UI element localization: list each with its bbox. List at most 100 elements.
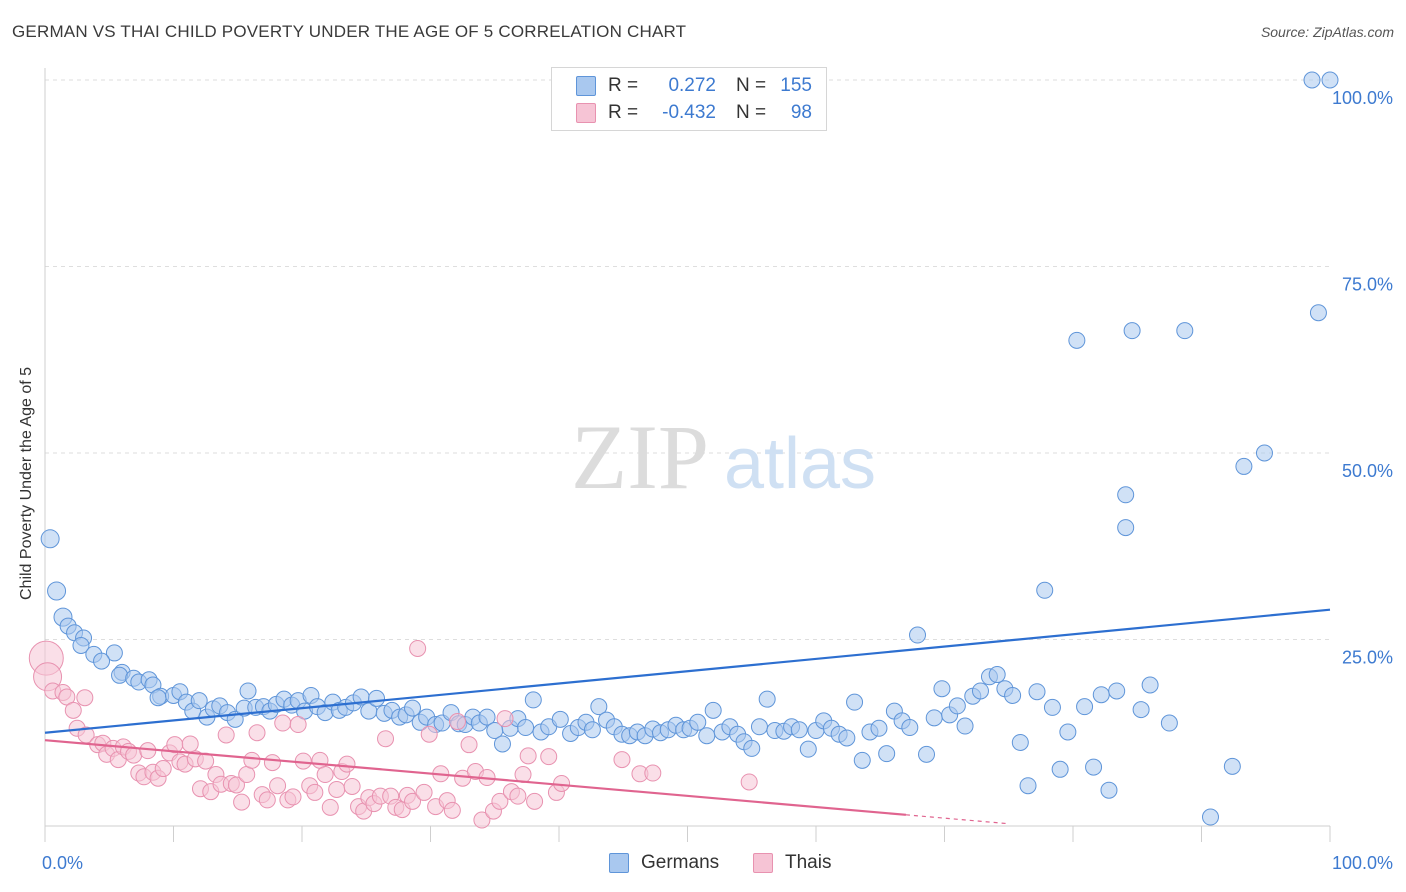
x-tick-label: 100.0% [1332, 853, 1393, 873]
german-point [1117, 486, 1135, 504]
german-point [1076, 698, 1094, 716]
legend-r-label: R = [608, 102, 639, 123]
thai-point [243, 751, 261, 769]
thai-point [460, 736, 478, 754]
legend-label-thais: Thais [785, 852, 832, 873]
thai-point [269, 777, 287, 795]
thai-point [64, 701, 82, 719]
thai-point [248, 724, 266, 742]
series-legend: Germans Thais [0, 852, 1406, 876]
x-tick-label: 0.0% [42, 853, 83, 873]
legend-n-value: 155 [780, 75, 812, 96]
german-point [404, 699, 422, 717]
german-point [1036, 581, 1054, 599]
thai-point [227, 776, 245, 794]
thai-point [415, 783, 433, 801]
legend-r-value: -0.432 [662, 102, 716, 123]
german-point [93, 652, 111, 670]
thai-point [274, 714, 292, 732]
y-tick-label: 100.0% [1332, 88, 1393, 108]
german-point [1011, 733, 1029, 751]
thai-point [328, 780, 346, 798]
german-point [1051, 760, 1069, 778]
thai-point [338, 755, 356, 773]
chart-title: GERMAN VS THAI CHILD POVERTY UNDER THE A… [12, 22, 687, 41]
legend-n-label: N = [736, 75, 767, 96]
german-point [1176, 322, 1194, 340]
german-point [1201, 808, 1219, 826]
thai-point [181, 735, 199, 753]
source-credit: Source: ZipAtlas.com [1260, 24, 1394, 40]
thai-point [154, 760, 172, 778]
y-tick-label: 25.0% [1342, 648, 1393, 668]
legend-n-value: 98 [790, 102, 812, 123]
thai-point [526, 792, 544, 810]
legend-r-label: R = [608, 75, 639, 96]
german-point [1108, 682, 1126, 700]
german-point [689, 713, 707, 731]
legend-item-thais[interactable]: Thais [753, 852, 831, 874]
german-point [1141, 676, 1159, 694]
german-point [918, 745, 936, 763]
legend-item-germans[interactable]: Germans [609, 852, 719, 874]
thai-point [519, 747, 537, 765]
thai-point [263, 754, 281, 772]
legend-n-label: N = [736, 102, 767, 123]
thai-point [496, 710, 514, 728]
thai-point [238, 766, 256, 784]
german-point [1059, 723, 1077, 741]
german-point [190, 692, 208, 710]
thais-trend-line [44, 739, 907, 816]
german-point [105, 644, 123, 662]
german-point [790, 721, 808, 739]
thai-point [217, 726, 235, 744]
thai-point [377, 730, 395, 748]
y-tick-label: 50.0% [1342, 461, 1393, 481]
thai-point [448, 713, 466, 731]
german-point [1085, 758, 1103, 776]
german-point [1309, 304, 1327, 322]
legend-r-value: 0.272 [668, 75, 716, 96]
thai-point [740, 773, 758, 791]
german-point [698, 727, 716, 745]
germans-trend-line [44, 608, 1331, 734]
german-point [750, 718, 768, 736]
german-point [1321, 71, 1339, 89]
german-point [239, 682, 257, 700]
german-point [846, 693, 864, 711]
watermark-atlas: atlas [724, 424, 876, 504]
thai-point [404, 792, 422, 810]
legend-row-thais: R = -0.432 N = 98 [576, 101, 812, 125]
thai-point [321, 798, 339, 816]
german-point [1235, 457, 1253, 475]
german-point [933, 680, 951, 698]
german-point [988, 666, 1006, 684]
thai-point [420, 725, 438, 743]
thais-trend-extension [905, 814, 1009, 825]
y-tick-label: 75.0% [1342, 275, 1393, 295]
thai-point [233, 793, 251, 811]
thai-point [311, 751, 329, 769]
german-point [1223, 757, 1241, 775]
thais-swatch [576, 103, 596, 123]
thai-point [443, 801, 461, 819]
thai-point [491, 792, 509, 810]
german-point [40, 529, 60, 549]
thai-point [258, 791, 276, 809]
german-point [72, 636, 90, 654]
watermark-zip: ZIP [571, 406, 709, 508]
thais-legend-swatch [753, 853, 773, 873]
thai-point [473, 811, 491, 829]
correlation-legend: R = 0.272 N = 155 R = -0.432 N = 98 [551, 67, 827, 131]
german-point [149, 689, 167, 707]
german-point [493, 735, 511, 753]
german-point [1043, 698, 1061, 716]
german-point [478, 708, 496, 726]
german-point [1117, 519, 1135, 537]
german-point [799, 740, 817, 758]
german-point [1100, 781, 1118, 799]
german-point [1028, 683, 1046, 701]
thai-point [644, 764, 662, 782]
german-point [925, 709, 943, 727]
